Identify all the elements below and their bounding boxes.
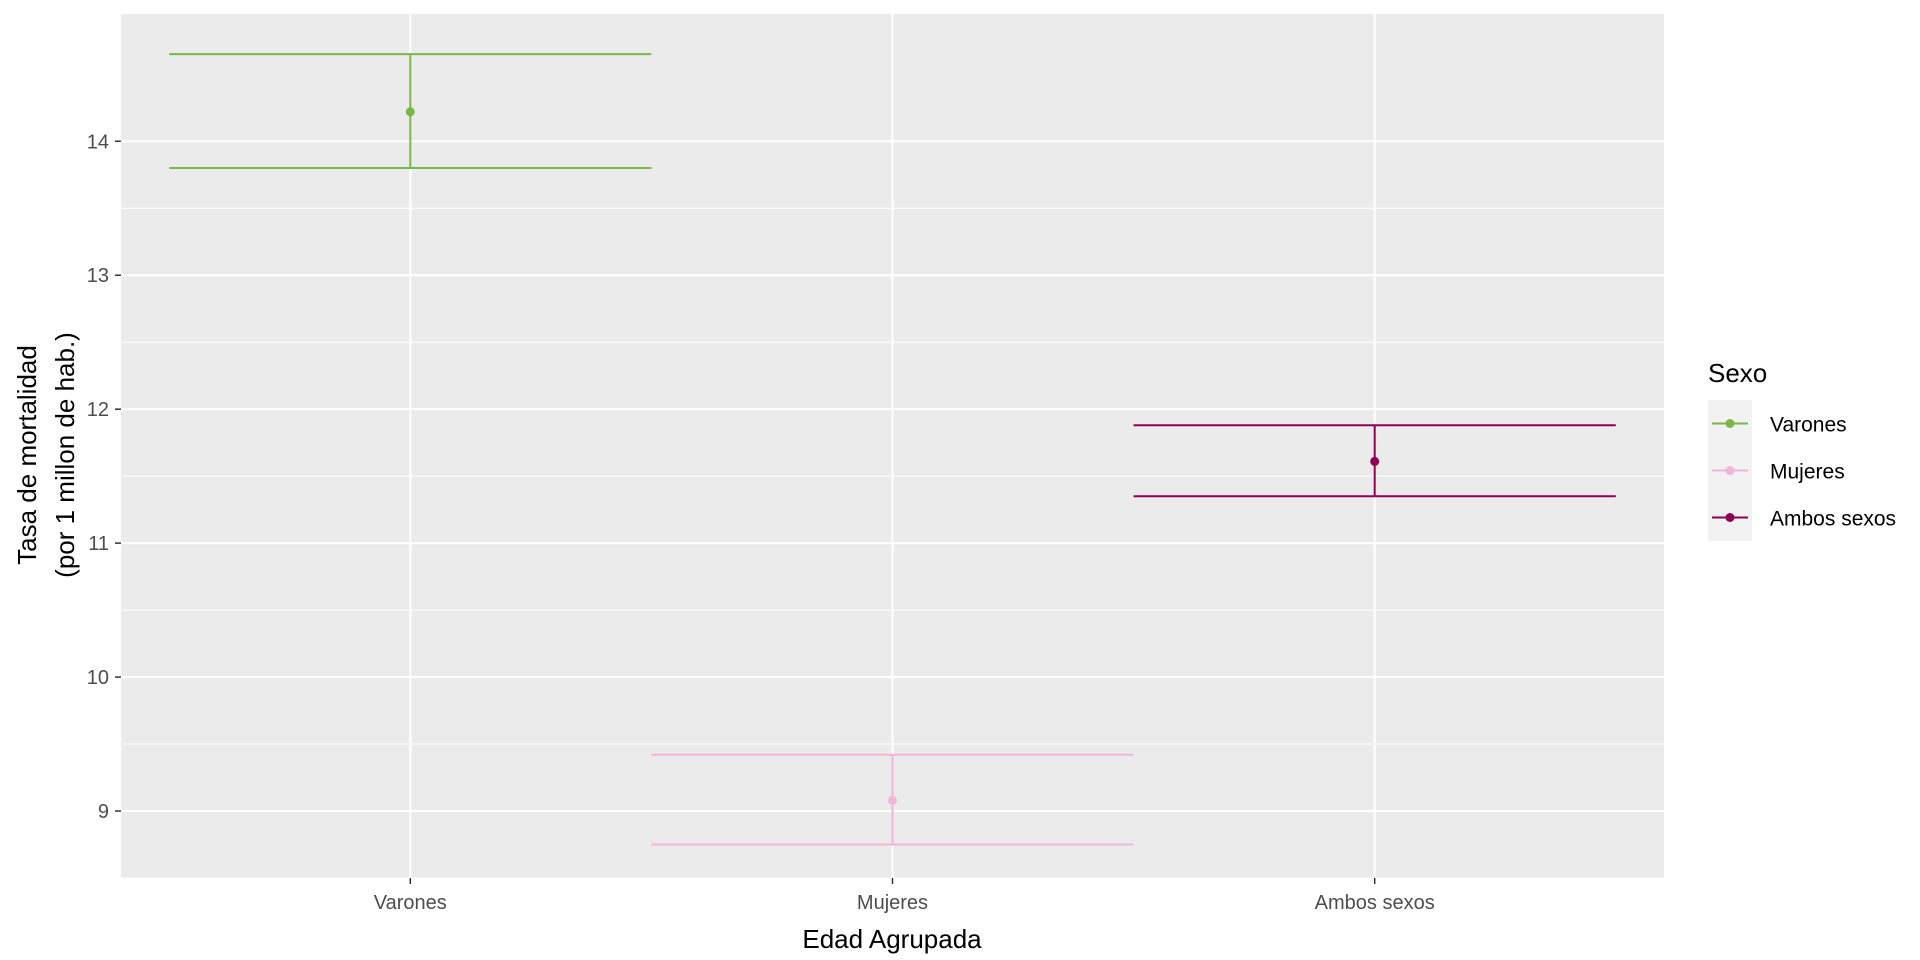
y-axis-title: Tasa de mortalidad (por 1 millon de hab.… <box>12 332 80 578</box>
y-tick-label: 10 <box>87 667 109 689</box>
data-point <box>405 107 415 117</box>
legend-key-point <box>1725 466 1735 475</box>
data-point <box>1370 456 1380 466</box>
y-axis-title-line-2: (por 1 millon de hab.) <box>50 332 80 578</box>
y-tick-label: 9 <box>98 801 109 823</box>
y-tick-label: 13 <box>87 265 109 287</box>
errorbar-ambos-sexos <box>1133 424 1616 498</box>
legend-item: Ambos sexos <box>1712 508 1896 531</box>
x-tick-label: Varones <box>374 892 447 914</box>
y-tick-label: 11 <box>88 533 109 555</box>
legend-key-point <box>1725 419 1735 428</box>
errorbar-varones <box>169 53 652 170</box>
legend-label: Varones <box>1770 414 1847 437</box>
error-bars <box>169 53 1616 846</box>
x-axis: Varones Mujeres Ambos sexos <box>374 878 1435 914</box>
y-tick-label: 14 <box>87 131 109 153</box>
x-tick-label: Mujeres <box>857 892 928 914</box>
legend-key-point <box>1725 513 1735 522</box>
y-tick-label: 12 <box>87 399 109 421</box>
errorbar-mujeres <box>651 753 1134 846</box>
legend-keys: Varones Mujeres Ambos sexos <box>1708 400 1896 541</box>
legend-label: Ambos sexos <box>1770 508 1896 531</box>
y-axis-title-line-1: Tasa de mortalidad <box>12 345 42 565</box>
legend-title: Sexo <box>1708 358 1767 388</box>
legend-item: Mujeres <box>1712 461 1845 484</box>
x-tick-label: Ambos sexos <box>1315 892 1435 914</box>
legend-item: Varones <box>1712 414 1847 437</box>
x-axis-title: Edad Agrupada <box>802 924 982 954</box>
y-axis: 9 10 11 12 13 14 <box>87 131 121 823</box>
data-point <box>888 795 897 805</box>
legend-label: Mujeres <box>1770 461 1845 484</box>
legend: Sexo Varones Mujeres Ambos sexos <box>1708 358 1896 541</box>
